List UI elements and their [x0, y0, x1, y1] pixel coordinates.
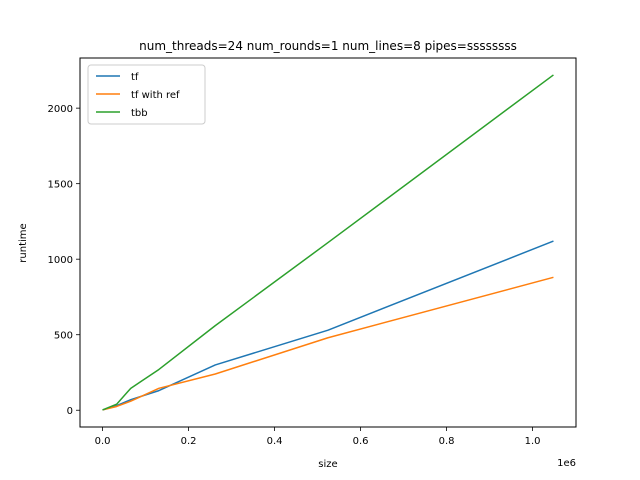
legend: tf tf with ref tbb — [87, 64, 206, 125]
x-tick-label: 0.4 — [267, 436, 283, 447]
y-tick-label: 0 — [67, 406, 73, 417]
legend-box — [87, 64, 206, 125]
series-lines — [102, 74, 554, 411]
y-tick-label: 500 — [54, 331, 73, 342]
x-tick-label: 1.0 — [525, 436, 541, 447]
x-tick-label: 0.8 — [439, 436, 455, 447]
chart-title: num_threads=24 num_rounds=1 num_lines=8 … — [139, 39, 517, 53]
legend-label: tf — [131, 72, 139, 83]
x-tick-label: 0.2 — [181, 436, 197, 447]
y-axis: 0 500 1000 1500 2000 — [48, 104, 80, 417]
y-tick-label: 1000 — [48, 255, 73, 266]
x-tick-label: 0.0 — [95, 436, 111, 447]
legend-label: tbb — [131, 108, 148, 119]
y-tick-label: 1500 — [48, 180, 73, 191]
x-axis: 0.0 0.2 0.4 0.6 0.8 1.0 — [95, 427, 541, 447]
y-axis-label: runtime — [18, 223, 29, 262]
legend-label: tf with ref — [131, 90, 180, 101]
y-tick-label: 2000 — [48, 104, 73, 115]
series-line-tbb — [102, 74, 554, 411]
series-line-tf-with-ref — [102, 276, 554, 411]
x-tick-label: 0.6 — [353, 436, 369, 447]
axes-frame — [79, 57, 577, 428]
x-axis-label: size — [318, 459, 337, 470]
x-axis-offset-text: 1e6 — [557, 458, 576, 469]
